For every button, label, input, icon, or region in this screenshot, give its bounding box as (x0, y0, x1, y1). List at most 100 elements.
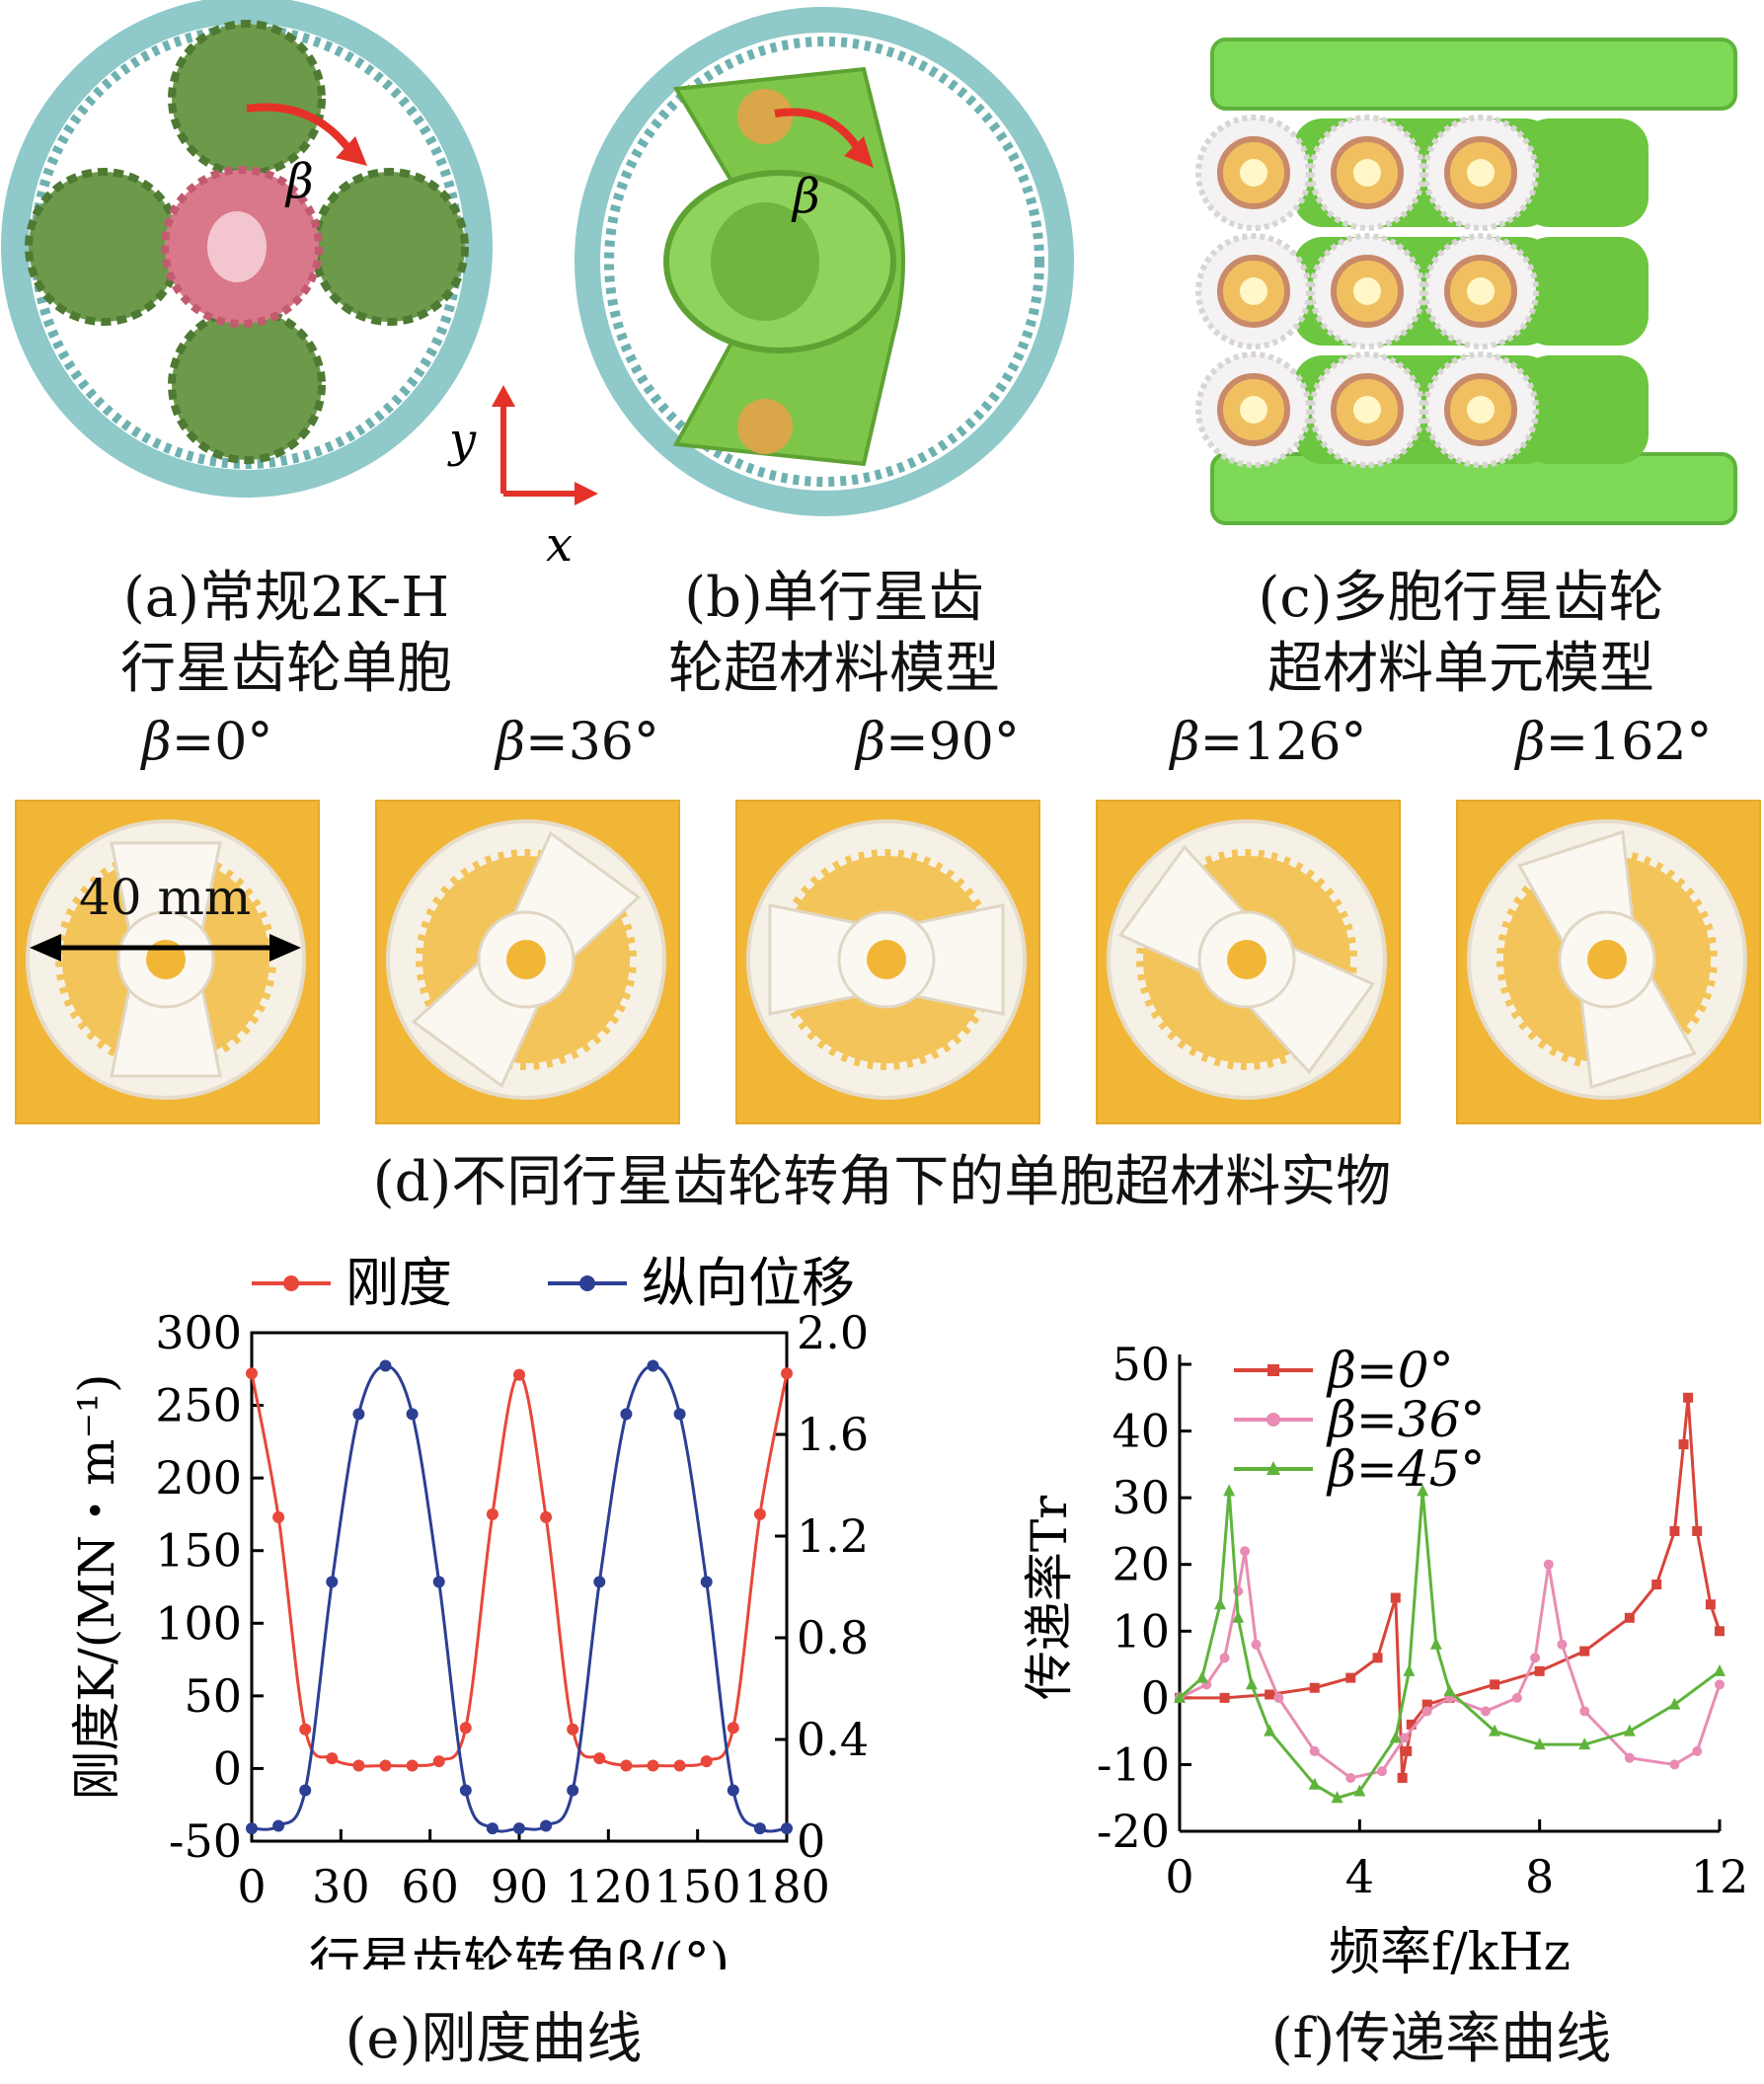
axis-x-label: x (546, 517, 573, 573)
series-point-2 (1443, 1684, 1456, 1697)
y-tick-label: 50 (1112, 1338, 1170, 1391)
series-point-0 (1490, 1679, 1500, 1690)
series-point-0 (540, 1510, 553, 1523)
series-point-1 (432, 1576, 445, 1588)
series-point-1 (567, 1784, 579, 1797)
series-point-1 (700, 1576, 713, 1588)
series-point-2 (1417, 1484, 1429, 1497)
series-point-1 (299, 1784, 312, 1797)
beta-symbol: β (284, 154, 314, 209)
series-point-1 (1530, 1653, 1541, 1663)
planet-gear-bottom (168, 306, 326, 464)
angle-label-126: β=126° (1170, 713, 1367, 772)
beta-symbol: β (791, 169, 820, 224)
angle-label-162: β=162° (1515, 713, 1713, 772)
ring-gear (575, 7, 1074, 516)
x-tick-label: 120 (565, 1860, 652, 1913)
unit-gear-hole (1353, 277, 1381, 305)
series-point-1 (352, 1408, 365, 1421)
series-point-0 (432, 1755, 445, 1768)
series-point-1 (1399, 1733, 1410, 1743)
series-point-2 (1389, 1731, 1402, 1743)
series-point-1 (781, 1822, 793, 1835)
y-tick-label: 20 (1112, 1538, 1170, 1591)
caption-b: (b)单行星齿 轮超材料模型 (668, 566, 1000, 701)
y2-tick-label: 2.0 (797, 1306, 869, 1359)
planet-gear-right (311, 168, 469, 326)
series-point-0 (1397, 1772, 1408, 1783)
series-point-0 (326, 1752, 339, 1765)
series-point-2 (1232, 1610, 1245, 1623)
y2-tick-label: 0.4 (797, 1713, 869, 1766)
series-point-1 (1557, 1639, 1568, 1650)
series-point-2 (1174, 1690, 1186, 1703)
series-point-1 (326, 1576, 339, 1588)
series-point-2 (1429, 1637, 1442, 1650)
series-point-0 (1705, 1599, 1716, 1610)
series-point-1 (1480, 1706, 1491, 1717)
carrier-tube (1520, 118, 1649, 227)
y-axis-label: 传递率Tr (1021, 1496, 1078, 1700)
x-tick-label: 0 (1165, 1850, 1193, 1903)
unit-gear-hole (1467, 159, 1495, 187)
series-point-0 (1678, 1439, 1689, 1450)
series-point-2 (1403, 1663, 1416, 1676)
angle-label-90: β=90° (856, 713, 1020, 772)
series-point-1 (540, 1819, 553, 1832)
series-point-0 (1683, 1392, 1694, 1403)
series-point-0 (647, 1759, 659, 1772)
series-point-2 (1308, 1777, 1321, 1790)
series-point-0 (593, 1752, 606, 1765)
angle-label-36: β=36° (496, 713, 659, 772)
series-point-1 (753, 1822, 766, 1835)
series-point-1 (1377, 1766, 1388, 1777)
photo-hub-hole (506, 940, 546, 979)
x-tick-label: 12 (1691, 1850, 1749, 1903)
series-point-0 (1372, 1653, 1383, 1663)
caption-e: (e)刚度曲线 (345, 2007, 643, 2071)
series-point-0 (781, 1367, 793, 1380)
photo-hub-hole (867, 940, 906, 979)
unit-gear-hole (1240, 159, 1267, 187)
series-point-1 (1669, 1759, 1680, 1770)
panel-a-figure: β y x (1, 0, 598, 573)
caption-c: (c)多胞行星齿轮 超材料单元模型 (1258, 566, 1664, 701)
x-tick-label: 180 (743, 1860, 830, 1913)
x-tick-label: 0 (237, 1860, 266, 1913)
y-tick-label: 100 (155, 1596, 242, 1650)
series-point-1 (1579, 1706, 1590, 1717)
legend-marker-1 (579, 1275, 595, 1291)
series-point-0 (513, 1368, 525, 1381)
legend-label-0: 刚度 (345, 1252, 452, 1314)
y-axis-label: 刚度K/(MN・m⁻¹) (68, 1373, 125, 1800)
x-tick-label: 60 (401, 1860, 459, 1913)
series-point-2 (1195, 1670, 1208, 1683)
series-point-1 (673, 1408, 686, 1421)
legend-label-0: β=0° (1326, 1342, 1454, 1399)
ring-gear (1, 0, 493, 498)
legend-marker-1 (1266, 1413, 1280, 1427)
planet-gear-left (25, 168, 183, 326)
y-tick-label: 150 (155, 1524, 242, 1578)
rotation-arrow (246, 103, 359, 161)
series-point-0 (700, 1755, 713, 1768)
series-point-2 (1533, 1737, 1546, 1750)
series-point-1 (620, 1408, 633, 1421)
legend-label-1: β=36° (1326, 1391, 1485, 1448)
unit-gear-hole (1240, 396, 1267, 424)
series-line-0 (250, 1372, 789, 1768)
legend-marker-2 (1266, 1461, 1280, 1475)
series-point-1 (459, 1784, 472, 1797)
photo-gears-overlay (26, 819, 1747, 1100)
axis-y-label: y (447, 413, 477, 468)
series-point-0 (459, 1722, 472, 1735)
series-point-1 (1624, 1752, 1635, 1763)
series-point-1 (272, 1819, 285, 1832)
series-point-0 (1390, 1592, 1401, 1603)
series-point-2 (1245, 1677, 1258, 1690)
series-point-1 (727, 1784, 739, 1797)
series-point-1 (1240, 1546, 1251, 1557)
series-point-0 (1669, 1525, 1680, 1536)
series-point-0 (1421, 1699, 1432, 1710)
